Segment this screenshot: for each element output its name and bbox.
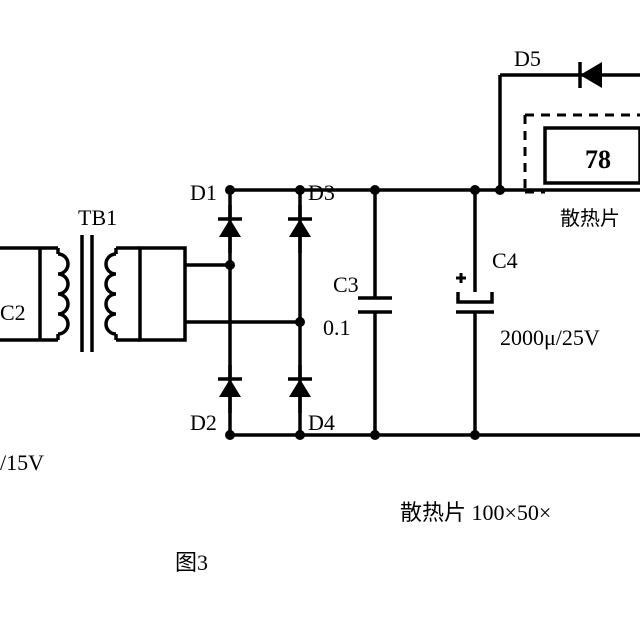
node-top-right: [295, 185, 305, 195]
label-D2: D2: [190, 410, 217, 435]
diode-D2: [218, 365, 242, 413]
node-c3-bot: [370, 430, 380, 440]
label-figure: 图3: [175, 550, 208, 575]
node-bot-right: [295, 430, 305, 440]
capacitor-C4: [456, 190, 494, 435]
label-C4-val: 2000μ/25V: [500, 325, 600, 350]
label-C3: C3: [333, 272, 359, 297]
diode-D1: [218, 205, 242, 253]
label-heatsink-local: 散热片: [560, 207, 620, 230]
node-c4-top: [470, 185, 480, 195]
label-regulator: 78: [585, 145, 611, 174]
node-c3-top: [370, 185, 380, 195]
node-d5-left: [495, 185, 505, 195]
label-TB1: TB1: [78, 205, 117, 230]
label-D5: D5: [514, 46, 541, 71]
label-C4: C4: [492, 248, 518, 273]
diode-D3: [288, 205, 312, 253]
node-top-left: [225, 185, 235, 195]
label-C3-val: 0.1: [323, 315, 351, 340]
secondary-box: [140, 248, 185, 340]
primary-coil: [40, 248, 68, 340]
capacitor-C3: [358, 190, 392, 435]
label-sec-voltage: /15V: [0, 450, 44, 475]
node-c4-bot: [470, 430, 480, 440]
primary-box: [0, 248, 40, 340]
secondary-coil: [106, 248, 140, 340]
label-heatsink-spec: 散热片 100×50×: [400, 500, 551, 525]
label-D4: D4: [308, 410, 335, 435]
node-bot-left: [225, 430, 235, 440]
label-D3: D3: [308, 180, 335, 205]
label-C2: C2: [0, 300, 26, 325]
diode-D4: [288, 365, 312, 413]
label-D1: D1: [190, 180, 217, 205]
